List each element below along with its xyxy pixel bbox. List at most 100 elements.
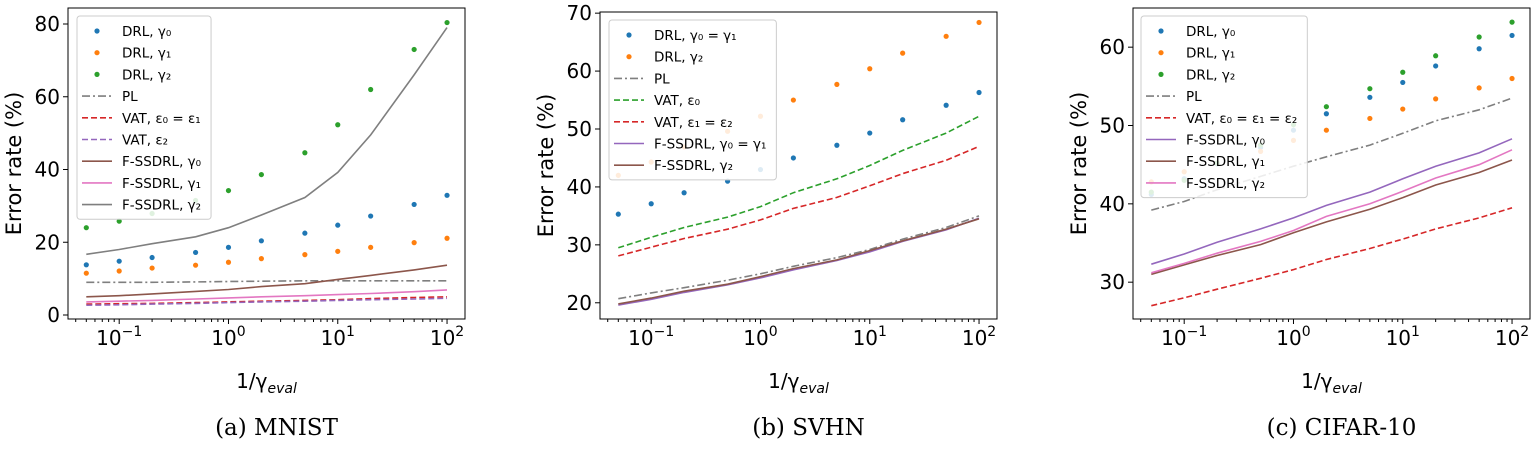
x-tick-label: 101 bbox=[1386, 324, 1420, 350]
series-line bbox=[86, 27, 448, 256]
legend-marker bbox=[626, 54, 632, 60]
tick-exponent: 2 bbox=[1520, 324, 1529, 340]
tick-base: 10 bbox=[430, 326, 455, 350]
data-point bbox=[900, 117, 906, 123]
tick-exponent: 0 bbox=[237, 324, 246, 340]
tick-exponent: 2 bbox=[455, 324, 464, 340]
legend-label: DRL, γ₀ bbox=[122, 24, 171, 40]
tick-exponent: 1 bbox=[346, 324, 355, 340]
legend-entry: F-SSDRL, γ₀ bbox=[1146, 133, 1265, 149]
data-point bbox=[225, 259, 232, 265]
tick-base: 10 bbox=[321, 326, 346, 350]
legend-entry: F-SSDRL, γ₀ bbox=[82, 154, 201, 170]
legend-entry: VAT, ε₀ = ε₁ bbox=[82, 111, 201, 127]
legend-label: DRL, γ₂ bbox=[122, 67, 171, 83]
data-point bbox=[149, 265, 155, 271]
data-point bbox=[444, 19, 450, 26]
legend-label: VAT, ε₀ bbox=[654, 93, 700, 109]
legend-entry: F-SSDRL, γ₂ bbox=[614, 158, 733, 174]
legend-marker bbox=[94, 28, 100, 34]
legend-label: F-SSDRL, γ₀ = γ₁ bbox=[654, 137, 766, 153]
axes-frame bbox=[67, 7, 466, 320]
data-point bbox=[116, 218, 122, 224]
x-tick-label: 102 bbox=[1495, 324, 1529, 350]
data-point bbox=[335, 122, 341, 128]
data-point bbox=[1476, 34, 1482, 40]
y-tick-label: 40 bbox=[1100, 192, 1125, 216]
legend-marker bbox=[1158, 28, 1164, 34]
x-label-main: 1/γ bbox=[236, 369, 267, 393]
legend-box bbox=[76, 15, 212, 220]
data-point bbox=[258, 171, 264, 178]
data-point bbox=[867, 130, 873, 136]
axes-frame bbox=[599, 11, 998, 320]
x-tick-label: 101 bbox=[321, 324, 355, 350]
tick-base: 10 bbox=[1386, 326, 1411, 350]
data-point bbox=[1323, 111, 1329, 117]
series-line bbox=[1151, 97, 1513, 211]
y-axis-label: Error rate (%) bbox=[534, 94, 558, 238]
data-point bbox=[1433, 96, 1439, 102]
data-point bbox=[834, 81, 840, 88]
legend-label: PL bbox=[122, 89, 138, 105]
y-tick-label: 70 bbox=[567, 1, 592, 25]
x-label-main: 1/γ bbox=[768, 369, 799, 393]
x-tick-label: 10−1 bbox=[1161, 324, 1207, 350]
data-point bbox=[444, 235, 450, 241]
data-point bbox=[834, 142, 840, 148]
legend-marker bbox=[94, 50, 100, 56]
data-point bbox=[302, 230, 308, 236]
legend-entry: DRL, γ₁ bbox=[94, 46, 171, 62]
data-point bbox=[83, 262, 89, 268]
x-tick-label: 100 bbox=[1276, 324, 1310, 350]
data-point bbox=[1509, 75, 1515, 82]
legend-box bbox=[608, 19, 777, 181]
data-point bbox=[116, 258, 122, 264]
data-point bbox=[1400, 79, 1406, 86]
series-line bbox=[1151, 138, 1513, 265]
legend-entry: DRL, γ₂ bbox=[1158, 67, 1235, 83]
legend-label: DRL, γ₀ bbox=[1186, 24, 1235, 40]
data-point bbox=[1367, 115, 1373, 122]
legend-label: DRL, γ₁ bbox=[122, 46, 171, 62]
series-line bbox=[1151, 159, 1513, 276]
legend-marker bbox=[1158, 71, 1164, 77]
y-tick-label: 0 bbox=[47, 303, 60, 327]
data-point bbox=[258, 256, 264, 262]
legend-label: DRL, γ₀ = γ₁ bbox=[654, 28, 737, 44]
legend-label: DRL, γ₁ bbox=[1186, 46, 1235, 62]
legend-entry: DRL, γ₂ bbox=[94, 67, 171, 83]
series-line bbox=[1151, 207, 1513, 307]
tick-base: 10 bbox=[96, 326, 121, 350]
data-point bbox=[83, 225, 89, 231]
data-point bbox=[411, 240, 417, 246]
series-line bbox=[86, 264, 448, 298]
data-point bbox=[116, 268, 122, 274]
data-point bbox=[1433, 53, 1439, 59]
data-point bbox=[976, 89, 982, 96]
x-label-subscript: eval bbox=[1332, 381, 1361, 397]
data-point bbox=[335, 222, 341, 228]
y-tick-label: 50 bbox=[1100, 114, 1125, 138]
y-tick-label: 80 bbox=[35, 12, 60, 36]
data-point bbox=[1400, 69, 1406, 75]
x-label-subscript: eval bbox=[267, 381, 296, 397]
x-tick-label: 101 bbox=[853, 324, 887, 350]
data-point bbox=[790, 97, 796, 103]
tick-base: 10 bbox=[743, 326, 768, 350]
data-point bbox=[1476, 46, 1482, 52]
y-tick-label: 30 bbox=[1100, 270, 1125, 294]
data-point bbox=[192, 249, 199, 256]
y-tick-label: 60 bbox=[567, 59, 592, 83]
legend-box bbox=[1140, 15, 1308, 199]
y-tick-label: 40 bbox=[35, 158, 60, 182]
x-tick-label: 102 bbox=[962, 324, 996, 350]
data-point bbox=[1367, 86, 1373, 92]
data-point bbox=[225, 244, 232, 250]
series-line bbox=[1151, 149, 1513, 274]
legend-entry: VAT, ε₀ = ε₁ = ε₂ bbox=[1146, 111, 1297, 127]
tick-exponent: −1 bbox=[654, 324, 675, 340]
tick-exponent: −1 bbox=[1187, 324, 1208, 340]
